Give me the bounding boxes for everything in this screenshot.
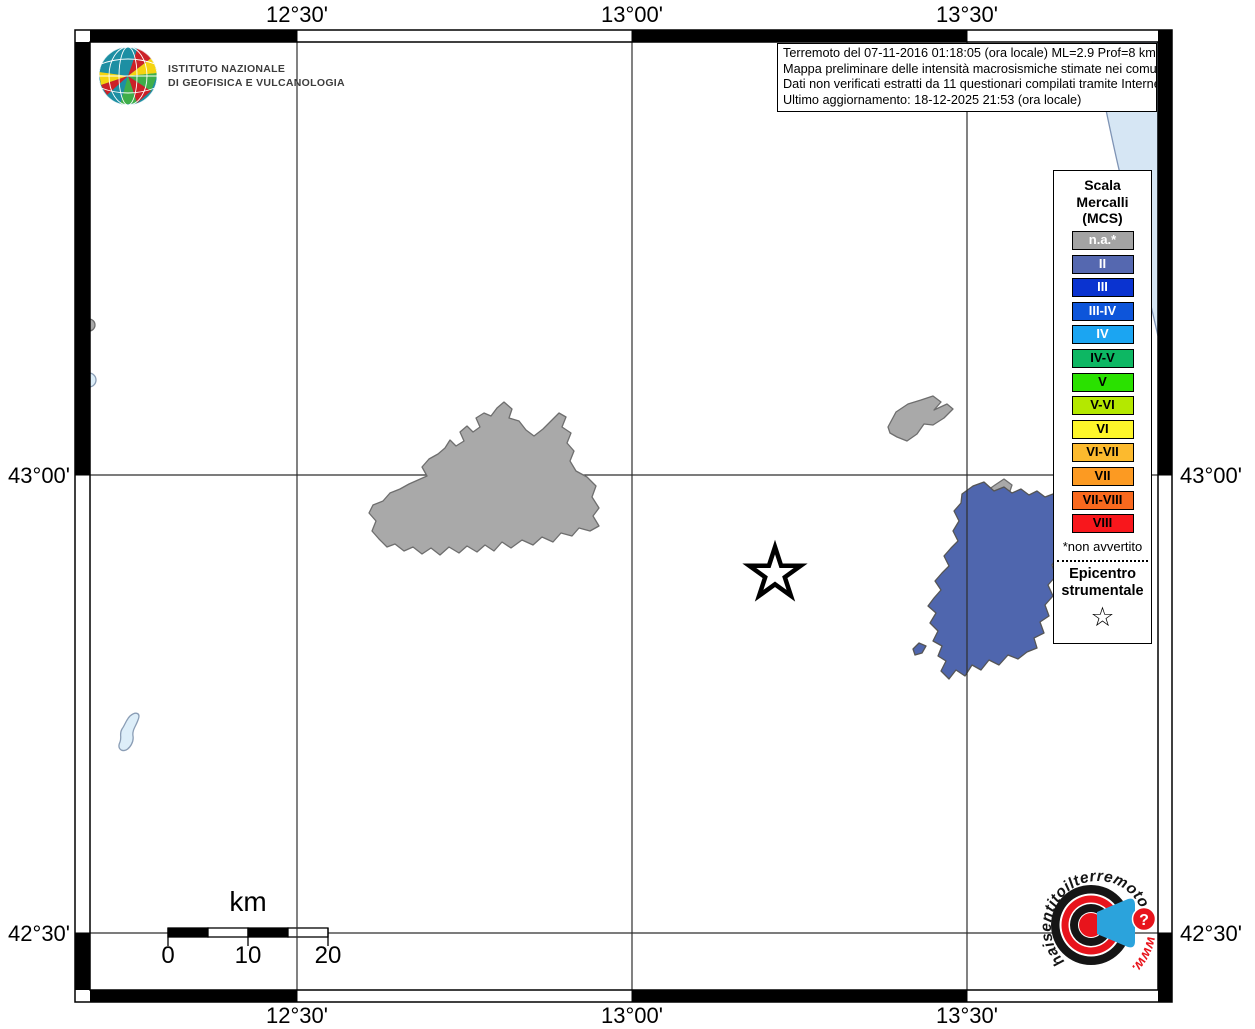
legend-chip-iii: III bbox=[1071, 278, 1134, 298]
scalebar-unit-label: km bbox=[229, 886, 267, 917]
longitude-gridlines bbox=[296, 30, 968, 1002]
scale-bar bbox=[167, 927, 329, 946]
legend-footnote: *non avvertito bbox=[1062, 539, 1143, 555]
legend-star-icon: ☆ bbox=[1090, 602, 1115, 633]
legend-title: Scala Mercalli (MCS) bbox=[1054, 177, 1151, 227]
legend-chip-na: n.a.* bbox=[1071, 231, 1134, 251]
lat-tick-right-2: 42°30' bbox=[1180, 921, 1242, 946]
legend-epicenter-line1: Epicentro bbox=[1069, 566, 1136, 583]
legend-chip-viii: VIII bbox=[1071, 514, 1134, 534]
lat-tick-left-1: 43°00' bbox=[8, 463, 70, 488]
legend-chip-v: V bbox=[1071, 372, 1134, 392]
legend-chip-vi: VI bbox=[1071, 419, 1134, 439]
legend-chip-vii: VII bbox=[1071, 467, 1134, 487]
ingv-logo-text: ISTITUTO NAZIONALE DI GEOFISICA E VULCAN… bbox=[168, 63, 345, 90]
ingv-org-line1: ISTITUTO NAZIONALE bbox=[168, 63, 286, 75]
lon-tick-bottom-1: 12°30' bbox=[266, 1003, 328, 1028]
legend-title-line1: Scala bbox=[1084, 177, 1121, 193]
mercalli-legend: Scala Mercalli (MCS) n.a.* II III III-IV… bbox=[1053, 170, 1152, 644]
epicenter-star-icon bbox=[742, 539, 808, 602]
lake-shape bbox=[118, 712, 140, 752]
earthquake-info-box: Terremoto del 07-11-2016 01:18:05 (ora l… bbox=[777, 43, 1157, 112]
ingv-org-line2: DI GEOFISICA E VULCANOLOGIA bbox=[168, 76, 345, 89]
legend-chip-vi-vii: VI-VII bbox=[1071, 443, 1134, 463]
legend-chip-iv-v: IV-V bbox=[1071, 349, 1134, 369]
legend-chip-vii-viii: VII-VIII bbox=[1071, 490, 1134, 510]
municipality-large-gray bbox=[368, 401, 600, 556]
ingv-globe-icon bbox=[99, 47, 157, 105]
info-line-questionnaires: Dati non verificati estratti da 11 quest… bbox=[783, 77, 1157, 92]
info-line-map-type: Mappa preliminare delle intensità macros… bbox=[783, 61, 1157, 76]
megaphone-icon bbox=[1097, 898, 1135, 948]
question-mark: ? bbox=[1139, 912, 1149, 929]
legend-chip-iii-iv: III-IV bbox=[1071, 301, 1134, 321]
legend-title-line3: (MCS) bbox=[1082, 210, 1123, 226]
haisentito-logo: haisentitoilterremoto.it www. ? bbox=[1038, 868, 1160, 977]
info-line-event: Terremoto del 07-11-2016 01:18:05 (ora l… bbox=[783, 46, 1156, 60]
legend-chip-ii: II bbox=[1071, 254, 1134, 274]
info-line-updated: Ultimo aggiornamento: 18-12-2025 21:53 (… bbox=[783, 93, 1082, 108]
lon-tick-top-3: 13°30' bbox=[936, 2, 998, 27]
legend-chip-iv: IV bbox=[1071, 325, 1134, 345]
municipality-intensity-ii bbox=[927, 481, 1059, 680]
legend-divider bbox=[1057, 560, 1148, 563]
lon-tick-top-2: 13°00' bbox=[601, 2, 663, 27]
legend-epicenter-label: Epicentro strumentale bbox=[1054, 566, 1151, 600]
legend-chip-v-vi: V-VI bbox=[1071, 396, 1134, 416]
legend-epicenter-line2: strumentale bbox=[1061, 583, 1144, 600]
municipality-small-island-gray bbox=[887, 395, 954, 442]
scalebar-label-0: 0 bbox=[161, 942, 175, 969]
lon-tick-top-1: 12°30' bbox=[266, 2, 328, 27]
legend-title-line2: Mercalli bbox=[1076, 193, 1129, 210]
municipality-shapes bbox=[81, 318, 1059, 752]
lon-tick-bottom-3: 13°30' bbox=[936, 1003, 998, 1028]
municipality-intensity-ii-islet bbox=[912, 642, 927, 656]
lat-tick-right-1: 43°00' bbox=[1180, 463, 1242, 488]
map-frame bbox=[74, 29, 1173, 1003]
lon-tick-bottom-2: 13°00' bbox=[601, 1003, 663, 1028]
scalebar-label-20: 20 bbox=[314, 942, 342, 969]
scalebar-label-10: 10 bbox=[234, 942, 262, 969]
question-badge bbox=[1131, 906, 1157, 932]
lat-tick-left-2: 42°30' bbox=[8, 921, 70, 946]
